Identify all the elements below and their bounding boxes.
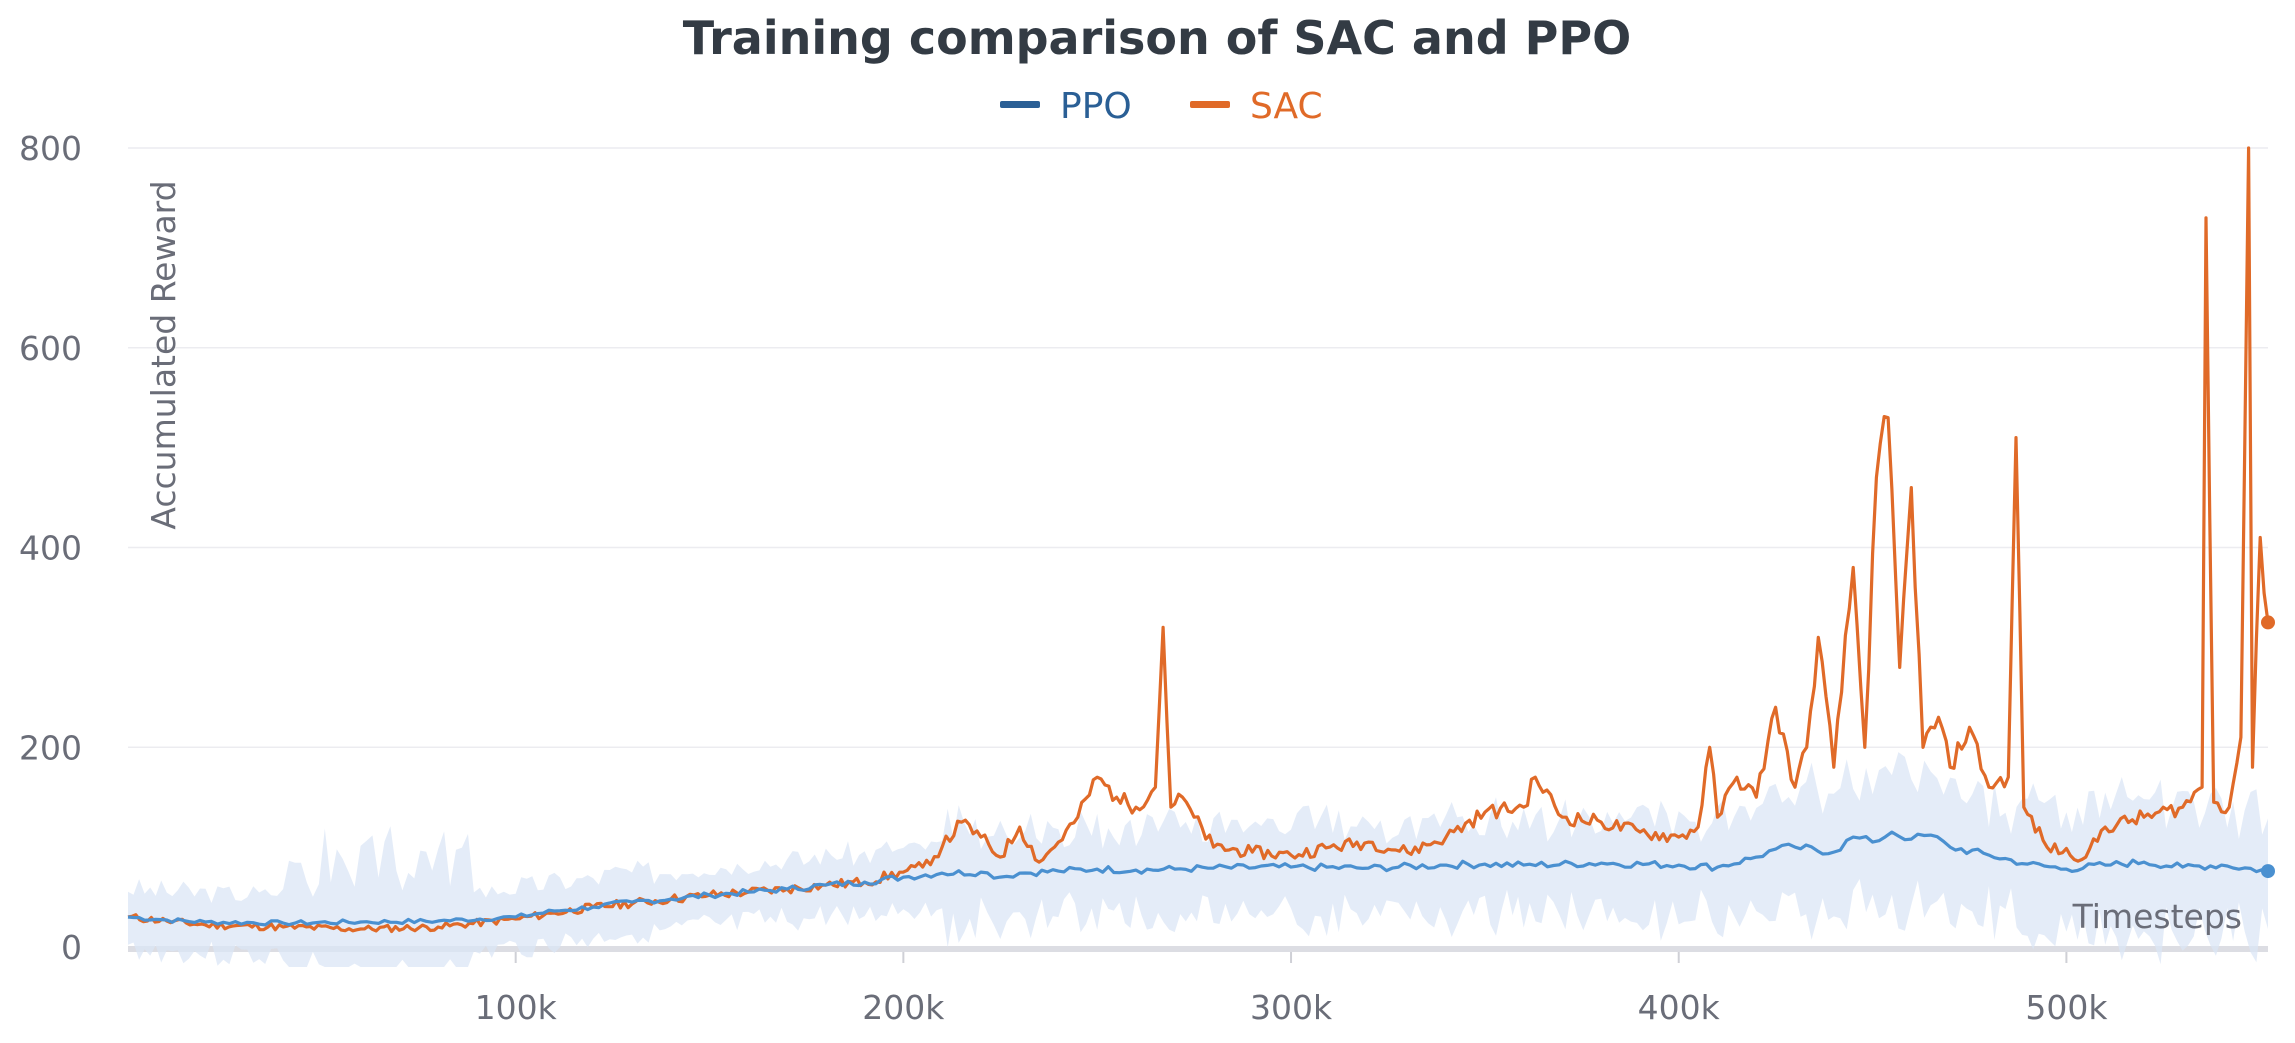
x-tick-label-300000: 300k	[1250, 988, 1333, 1027]
y-tick-label-800: 800	[19, 129, 82, 168]
legend-label-sac: SAC	[1250, 86, 1323, 127]
legend-item-sac[interactable]: SAC	[1190, 86, 1323, 127]
legend: PPO SAC	[1000, 86, 1323, 127]
grid-layer	[128, 147, 2268, 952]
legend-swatch-sac	[1190, 101, 1230, 108]
x-tick-label-400000: 400k	[1638, 988, 1721, 1027]
sac-end-marker[interactable]	[2261, 615, 2275, 630]
legend-label-ppo: PPO	[1060, 86, 1132, 127]
y-tick-label-600: 600	[19, 329, 82, 368]
legend-item-ppo[interactable]: PPO	[1000, 86, 1132, 127]
y-tick-label-0: 0	[61, 928, 82, 967]
series-line-layer	[127, 146, 2275, 934]
x-tick-label-100000: 100k	[475, 988, 558, 1027]
legend-swatch-ppo	[1000, 101, 1040, 108]
tick-layer: 0 200 400 600 800 100k 200k 300k 400k 500k	[19, 129, 2108, 1027]
x-tick-label-500000: 500k	[2025, 988, 2108, 1027]
ppo-variance-band	[128, 752, 2268, 967]
x-tick-label-200000: 200k	[862, 988, 945, 1027]
ppo-end-marker[interactable]	[2261, 864, 2275, 879]
chart-title: Training comparison of SAC and PPO	[683, 11, 1631, 65]
y-tick-label-200: 200	[19, 728, 82, 767]
ppo-variance-band-layer	[128, 752, 2268, 967]
y-axis-label: Accumulated Reward	[144, 180, 183, 529]
y-tick-label-400: 400	[19, 529, 82, 568]
x-axis-label: Timesteps	[2072, 897, 2242, 936]
ppo-line[interactable]	[127, 830, 2269, 927]
